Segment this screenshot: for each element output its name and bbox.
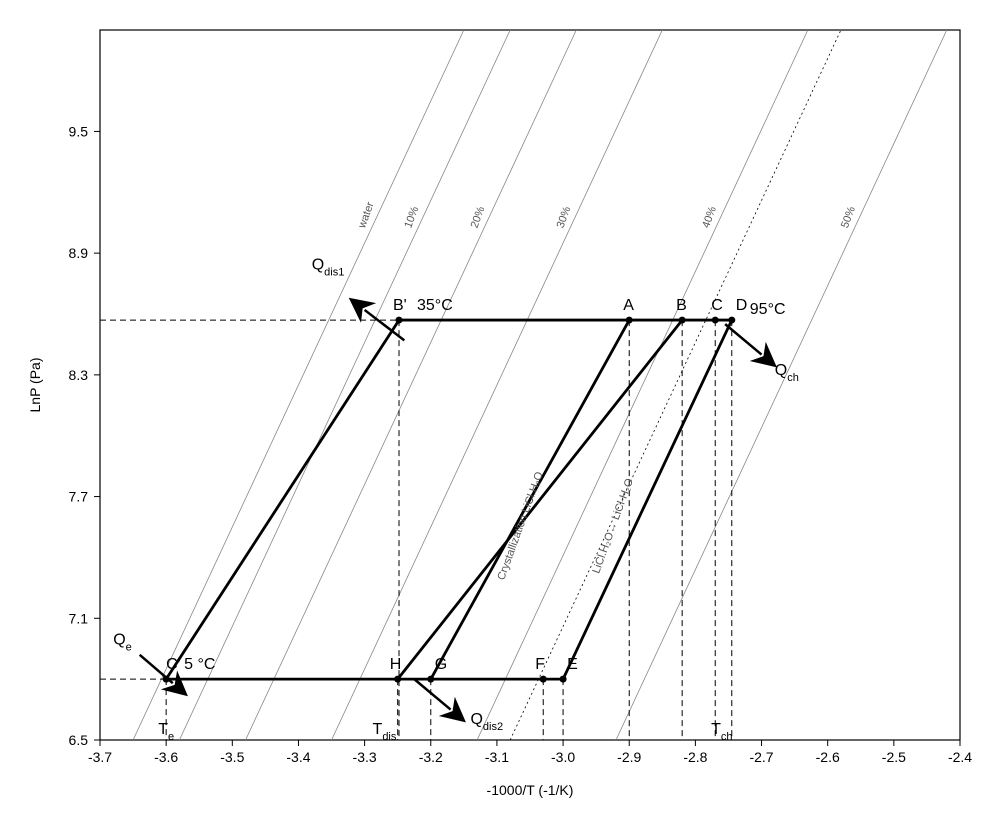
- y-tick-label: 7.1: [69, 610, 89, 626]
- state-point-label-Bp: B': [393, 297, 407, 314]
- state-point-Bp: [396, 317, 403, 324]
- temp-label-lower: 5 °C: [184, 656, 215, 673]
- cycle-segment: [166, 320, 399, 679]
- x-tick-label: -3.6: [154, 749, 178, 765]
- x-tick-label: -2.7: [749, 749, 773, 765]
- x-tick-label: -3.3: [353, 749, 377, 765]
- state-point-label-C: C: [711, 297, 723, 314]
- y-tick-label: 6.5: [69, 732, 89, 748]
- phase-boundary-dotted: [510, 30, 841, 740]
- x-tick-label: -3.0: [551, 749, 575, 765]
- state-point-label-Cp: C': [166, 656, 181, 673]
- state-point-E: [560, 676, 567, 683]
- heat-arrow-label-Qdis2: Qdis2: [470, 711, 503, 733]
- iso-line: [616, 30, 947, 740]
- y-tick-label: 7.7: [69, 489, 89, 505]
- x-tick-label: -2.9: [617, 749, 641, 765]
- iso-line-label: water: [356, 200, 377, 231]
- y-axis-label: LnP (Pa): [27, 358, 43, 413]
- y-tick-label: 9.5: [69, 123, 89, 139]
- temp-label-upper: 35°C: [417, 297, 453, 314]
- x-tick-label: -3.5: [220, 749, 244, 765]
- x-tick-label: -3.2: [419, 749, 443, 765]
- state-point-G: [427, 676, 434, 683]
- x-tick-label: -3.1: [485, 749, 509, 765]
- x-tick-label: -2.5: [882, 749, 906, 765]
- x-tick-label: -3.4: [286, 749, 310, 765]
- iso-lines: [133, 30, 947, 740]
- state-point-label-E: E: [567, 656, 578, 673]
- x-axis-label: -1000/T (-1/K): [487, 782, 574, 798]
- state-point-label-F: F: [535, 656, 545, 673]
- state-point-label-G: G: [435, 656, 447, 673]
- state-point-B: [679, 317, 686, 324]
- state-point-A: [626, 317, 633, 324]
- heat-arrow-label-Qch: Qch: [775, 362, 799, 384]
- state-point-label-B: B: [676, 297, 687, 314]
- heat-arrow-label-Qdis1: Qdis1: [312, 256, 345, 278]
- iso-line: [179, 30, 510, 740]
- iso-line: [133, 30, 464, 740]
- thermodynamic-cycle-chart: -3.7 -3.6 -3.5 -3.4 -3.3 -3.2 -3.1 -3.0 -2.9 -2.8…: [0, 0, 1000, 824]
- state-point-F: [540, 676, 547, 683]
- x-tick-label: -2.6: [816, 749, 840, 765]
- x-tick-label: -2.8: [683, 749, 707, 765]
- temp-label-right: 95°C: [750, 301, 786, 318]
- state-point-label-A: A: [623, 297, 634, 314]
- x-tick-label: -2.4: [948, 749, 972, 765]
- state-point-label-H: H: [390, 656, 402, 673]
- state-point-H: [394, 676, 401, 683]
- state-point-D: [728, 317, 735, 324]
- y-tick-label: 8.9: [69, 245, 89, 261]
- heat-arrow-label-Qe: Qe: [113, 632, 132, 654]
- heat-arrow-Qch: [725, 324, 761, 354]
- diagonal-annotation: Crystallization LiCl.H₂O: [495, 470, 546, 582]
- y-tick-label: 8.3: [69, 367, 89, 383]
- state-point-C: [712, 317, 719, 324]
- state-point-label-D: D: [736, 297, 748, 314]
- iso-line: [332, 30, 663, 740]
- cycle-segment: [398, 320, 682, 679]
- heat-arrow-Qdis1: [365, 310, 405, 340]
- x-tick-label: -3.7: [88, 749, 112, 765]
- heat-arrow-Qdis2: [414, 679, 450, 709]
